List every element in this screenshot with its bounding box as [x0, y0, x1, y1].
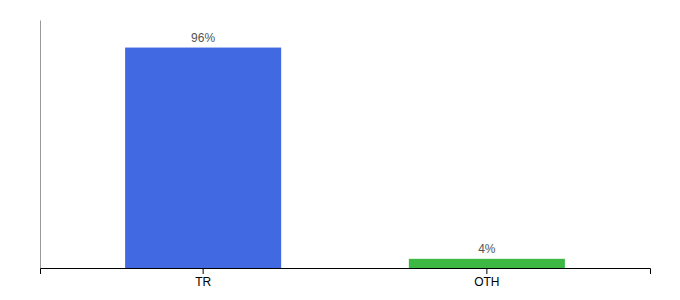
x-tick: OTH: [474, 268, 499, 289]
chart: TR OTH 96% 4%: [0, 0, 680, 300]
y-axis: [40, 21, 41, 269]
x-axis: TR OTH: [41, 268, 651, 289]
x-tick: TR: [195, 268, 211, 289]
x-tick-mark: [203, 268, 204, 274]
data-labels: 96% 4%: [191, 31, 496, 256]
plot: TR OTH 96% 4%: [41, 21, 651, 289]
data-label: 96%: [191, 31, 215, 45]
x-tick-label: TR: [195, 275, 211, 289]
data-label: 4%: [478, 242, 496, 256]
bar: [409, 259, 565, 268]
bar: [125, 48, 281, 268]
x-axis-line: [41, 269, 651, 275]
y-axis-line: [40, 21, 41, 269]
x-tick-label: OTH: [474, 275, 499, 289]
bars: [125, 48, 565, 268]
x-tick-mark: [486, 268, 487, 274]
